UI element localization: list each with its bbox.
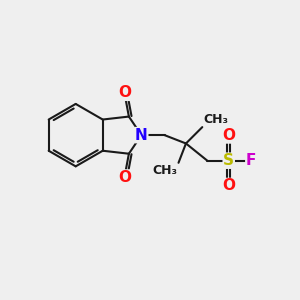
Text: O: O xyxy=(222,178,235,194)
Text: CH₃: CH₃ xyxy=(152,164,177,177)
Text: F: F xyxy=(246,153,256,168)
Text: O: O xyxy=(222,128,235,143)
Text: O: O xyxy=(118,170,131,185)
Text: CH₃: CH₃ xyxy=(203,113,229,126)
Text: N: N xyxy=(135,128,148,142)
Text: O: O xyxy=(118,85,131,100)
Text: S: S xyxy=(223,153,234,168)
